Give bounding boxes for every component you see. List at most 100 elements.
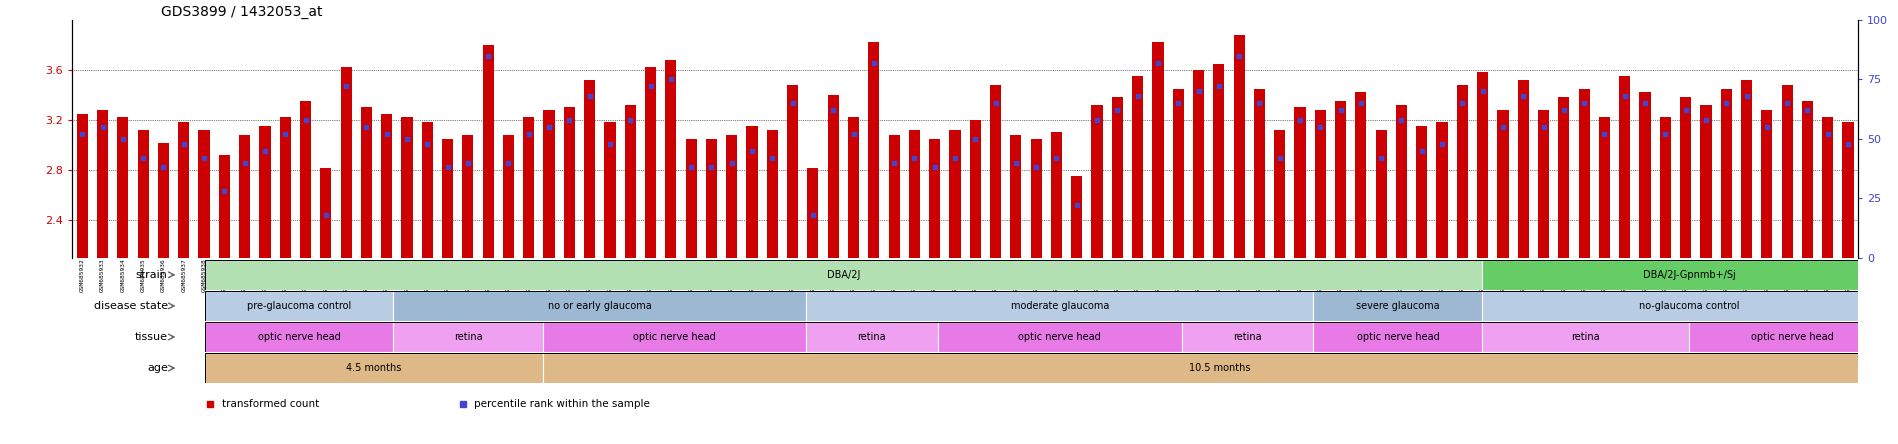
Bar [543, 322, 807, 352]
Bar [1376, 130, 1387, 258]
Text: percentile rank within the sample: percentile rank within the sample [474, 399, 649, 408]
Bar [1761, 110, 1773, 258]
Text: retina: retina [1234, 332, 1262, 342]
Bar [543, 110, 554, 258]
Bar [1274, 130, 1285, 258]
Text: severe glaucoma: severe glaucoma [1355, 301, 1441, 311]
Text: 10.5 months: 10.5 months [1188, 363, 1251, 373]
Bar [1010, 135, 1021, 258]
Bar [666, 60, 676, 258]
Text: moderate glaucoma: moderate glaucoma [1010, 301, 1108, 311]
Bar [1721, 89, 1731, 258]
Bar [1070, 176, 1082, 258]
Bar [706, 139, 717, 258]
Bar [1051, 132, 1063, 258]
Text: strain: strain [137, 270, 167, 280]
Bar [788, 85, 799, 258]
Bar [991, 85, 1000, 258]
Bar [624, 105, 636, 258]
Bar [482, 45, 493, 258]
Bar [97, 110, 108, 258]
Text: retina: retina [1572, 332, 1600, 342]
Bar [400, 118, 412, 258]
Bar [888, 135, 900, 258]
Bar [421, 123, 433, 258]
Bar [218, 155, 230, 258]
Bar [746, 126, 757, 258]
Text: optic nerve head: optic nerve head [258, 332, 340, 342]
Bar [867, 43, 879, 258]
Bar [807, 322, 938, 352]
Bar [118, 118, 129, 258]
Bar [1801, 101, 1813, 258]
Bar [442, 139, 454, 258]
Bar [1537, 110, 1549, 258]
Bar [1395, 105, 1406, 258]
Bar [828, 95, 839, 258]
Text: pre-glaucoma control: pre-glaucoma control [247, 301, 351, 311]
Bar [1182, 322, 1313, 352]
Bar [807, 167, 818, 258]
Bar [1313, 322, 1482, 352]
Bar [1091, 105, 1103, 258]
Bar [1689, 322, 1896, 352]
Bar [564, 107, 575, 258]
Bar [909, 130, 921, 258]
Bar [1152, 43, 1163, 258]
Text: disease state: disease state [93, 301, 167, 311]
Bar [178, 123, 190, 258]
Bar [76, 114, 87, 258]
Bar [205, 353, 543, 383]
Bar [205, 260, 1482, 290]
Bar [137, 130, 148, 258]
Bar [1482, 291, 1896, 321]
Bar [1477, 72, 1488, 258]
Bar [361, 107, 372, 258]
Bar [1518, 80, 1530, 258]
Bar [949, 130, 960, 258]
Bar [1173, 89, 1184, 258]
Bar [1701, 105, 1712, 258]
Bar [1579, 89, 1591, 258]
Bar [205, 291, 393, 321]
Text: retina: retina [454, 332, 482, 342]
Bar [938, 322, 1182, 352]
Bar [1294, 107, 1306, 258]
Bar [1315, 110, 1327, 258]
Bar [1255, 89, 1264, 258]
Bar [524, 118, 535, 258]
Bar [1131, 76, 1143, 258]
Text: optic nerve head: optic nerve head [1752, 332, 1833, 342]
Bar [1659, 118, 1670, 258]
Bar [1498, 110, 1509, 258]
Bar [930, 139, 940, 258]
Bar [1334, 101, 1346, 258]
Text: no or early glaucoma: no or early glaucoma [549, 301, 651, 311]
Text: GDS3899 / 1432053_at: GDS3899 / 1432053_at [161, 5, 323, 19]
Bar [260, 126, 271, 258]
Bar [205, 322, 393, 352]
Text: optic nerve head: optic nerve head [1357, 332, 1439, 342]
Bar [340, 67, 351, 258]
Bar [970, 120, 981, 258]
Bar [300, 101, 311, 258]
Bar [463, 135, 473, 258]
Bar [685, 139, 697, 258]
Bar [199, 130, 209, 258]
Bar [393, 322, 543, 352]
Bar [1213, 64, 1224, 258]
Text: 4.5 months: 4.5 months [345, 363, 402, 373]
Bar [1640, 92, 1651, 258]
Bar [1416, 126, 1427, 258]
Bar [645, 67, 657, 258]
Bar [727, 135, 736, 258]
Bar [585, 80, 596, 258]
Bar [1598, 118, 1610, 258]
Bar [1031, 139, 1042, 258]
Bar [1458, 85, 1467, 258]
Text: DBA/2J: DBA/2J [828, 270, 860, 280]
Bar [1843, 123, 1854, 258]
Bar [543, 353, 1896, 383]
Text: optic nerve head: optic nerve head [1019, 332, 1101, 342]
Bar [1437, 123, 1448, 258]
